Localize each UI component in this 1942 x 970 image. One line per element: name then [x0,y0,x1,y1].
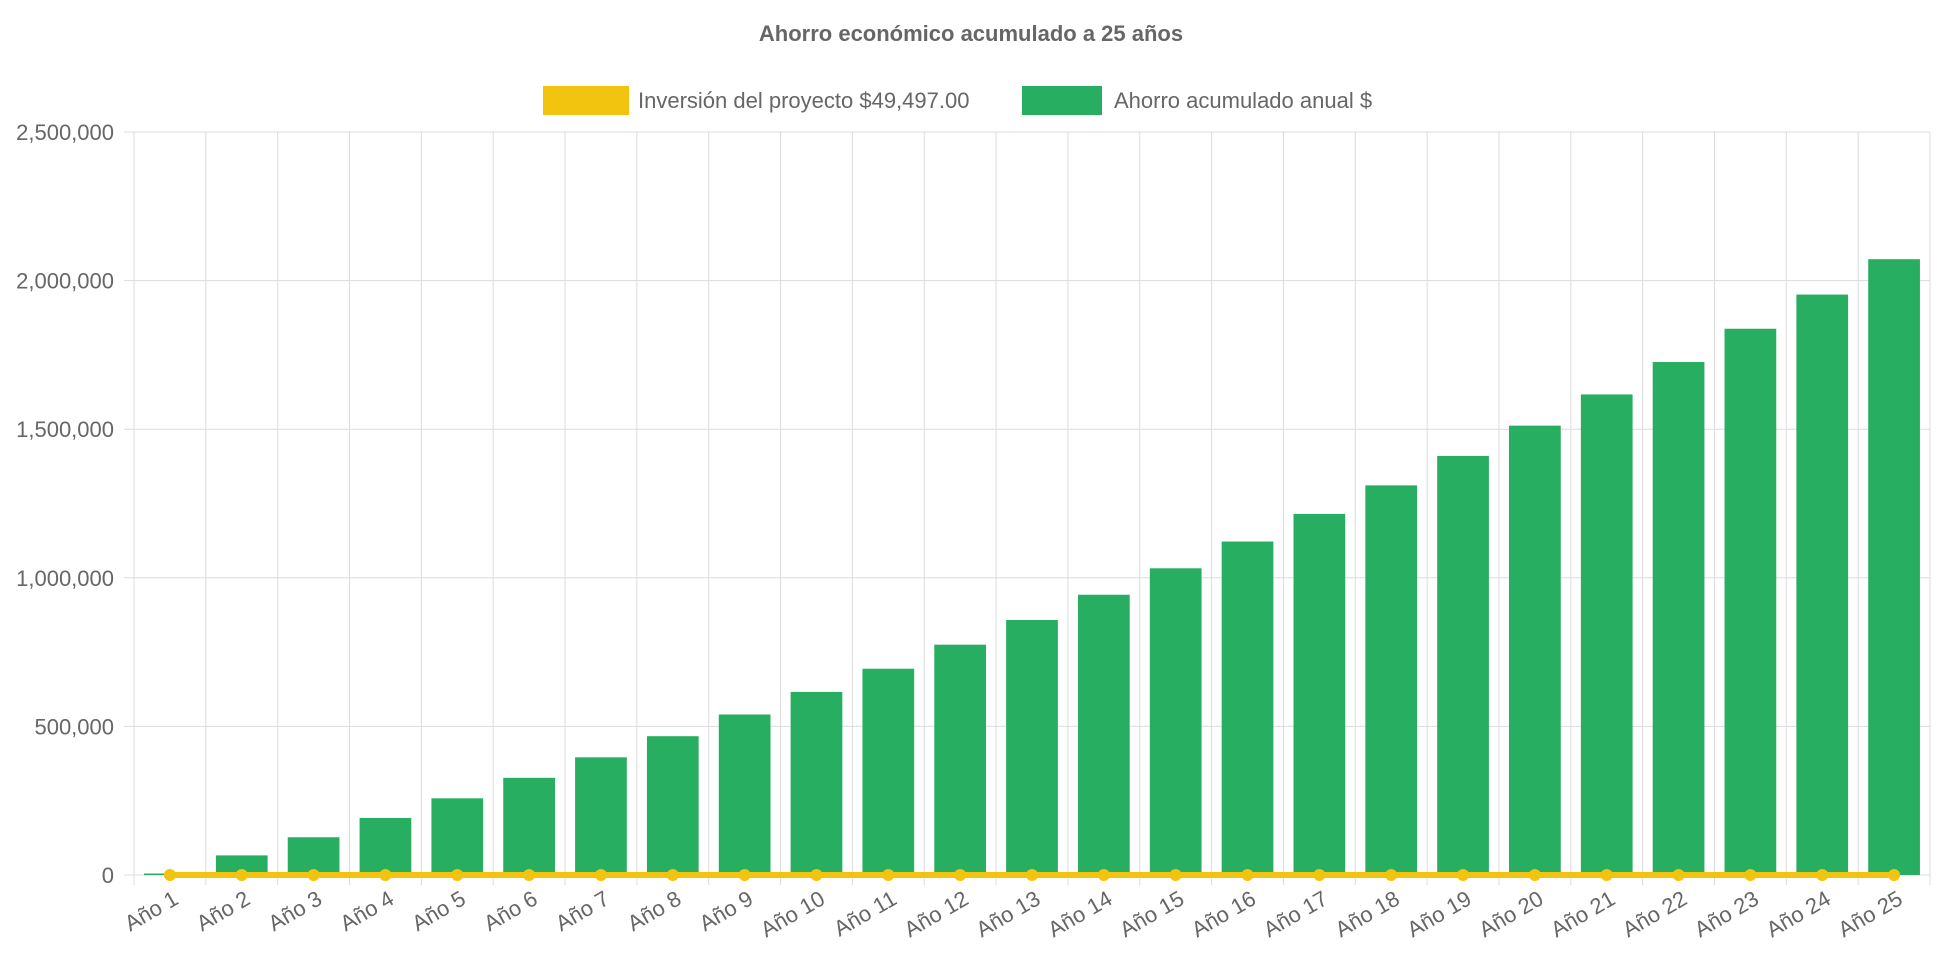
x-tick-label: Año 3 [264,886,326,936]
x-tick-label: Año 5 [407,886,469,936]
point-inversion[interactable] [379,869,392,881]
point-inversion[interactable] [954,869,967,881]
bar-ahorro[interactable] [1221,541,1274,875]
x-tick-label: Año 15 [1115,886,1188,943]
x-tick-label: Año 16 [1187,886,1260,943]
bar-series [144,259,1920,876]
x-tick-label: Año 4 [336,886,398,936]
x-axis: Año 1 Año 2 Año 3 Año 4 Año 5 Año 6 Año 7 Año 8… [120,886,1906,943]
x-tick-label: Año 23 [1690,886,1763,943]
bar-ahorro[interactable] [359,817,412,875]
x-tick-label: Año 6 [479,886,541,936]
point-inversion[interactable] [1744,869,1757,881]
bar-ahorro[interactable] [1652,362,1705,875]
bar-ahorro[interactable] [575,757,627,875]
y-tick-label: 1,500,000 [16,417,114,442]
bar-ahorro[interactable] [431,798,484,875]
point-inversion[interactable] [810,869,823,881]
x-tick-label: Año 13 [972,886,1045,943]
legend-swatch-investment [543,86,629,115]
point-inversion[interactable] [307,869,320,881]
point-inversion[interactable] [1457,869,1470,881]
point-inversion[interactable] [1528,869,1541,881]
x-tick-label: Año 22 [1618,886,1691,943]
x-tick-label: Año 9 [695,886,757,936]
bar-ahorro[interactable] [646,736,699,875]
bar-ahorro[interactable] [1149,568,1202,875]
bar-ahorro[interactable] [287,837,340,875]
line-series [163,869,1901,881]
legend-label-investment: Inversión del proyecto $49,497.00 [638,88,969,113]
x-tick-label: Año 24 [1762,886,1835,943]
legend-item-savings[interactable]: Ahorro acumulado anual $ [1022,86,1372,115]
point-inversion[interactable] [1241,869,1254,881]
bar-ahorro[interactable] [503,777,555,875]
point-inversion[interactable] [235,869,248,881]
bar-ahorro[interactable] [1868,259,1920,875]
bar-ahorro[interactable] [215,855,268,875]
point-inversion[interactable] [1097,869,1110,881]
x-tick-label: Año 17 [1259,886,1332,943]
point-inversion[interactable] [1600,869,1613,881]
bar-ahorro[interactable] [1724,328,1777,875]
x-tick-label: Año 11 [829,886,900,942]
point-inversion[interactable] [882,869,895,881]
bar-ahorro[interactable] [1293,513,1346,875]
legend-swatch-savings [1022,86,1102,115]
point-inversion[interactable] [666,869,679,881]
bar-ahorro[interactable] [1077,594,1130,875]
y-axis: 0 500,000 1,000,000 1,500,000 2,000,000 2,500… [16,120,114,888]
bar-ahorro[interactable] [862,668,915,875]
grid [124,131,1931,885]
bar-ahorro[interactable] [790,691,843,875]
point-inversion[interactable] [1313,869,1326,881]
legend: Inversión del proyecto $49,497.00 Ahorro… [543,86,1372,115]
x-tick-label: Año 21 [1546,886,1619,943]
point-inversion[interactable] [1169,869,1182,881]
x-tick-label: Año 7 [551,886,613,936]
bar-ahorro[interactable] [718,714,771,875]
bar-ahorro[interactable] [934,644,987,875]
x-tick-label: Año 18 [1331,886,1404,943]
x-tick-label: Año 1 [120,886,182,936]
point-inversion[interactable] [1385,869,1398,881]
y-tick-label: 2,000,000 [16,269,114,294]
point-inversion[interactable] [594,869,607,881]
x-tick-label: Año 10 [756,886,829,943]
chart-title: Ahorro económico acumulado a 25 años [759,21,1183,46]
bar-ahorro[interactable] [1796,294,1849,876]
legend-label-savings: Ahorro acumulado anual $ [1114,88,1372,113]
point-inversion[interactable] [451,869,464,881]
bar-ahorro[interactable] [1365,485,1418,875]
point-inversion[interactable] [1672,869,1685,881]
bar-ahorro[interactable] [1437,455,1489,875]
y-tick-label: 2,500,000 [16,120,114,145]
x-tick-label: Año 12 [900,886,973,943]
bar-ahorro[interactable] [1580,394,1633,875]
y-tick-label: 1,000,000 [16,566,114,591]
x-tick-label: Año 25 [1834,886,1907,943]
bar-ahorro[interactable] [1006,620,1058,875]
bar-ahorro[interactable] [1509,425,1561,875]
point-inversion[interactable] [1816,869,1829,881]
x-tick-label: Año 2 [192,886,254,936]
y-tick-label: 500,000 [34,714,114,739]
x-tick-label: Año 14 [1043,886,1116,943]
x-tick-label: Año 19 [1403,886,1476,943]
point-inversion[interactable] [1026,869,1038,881]
point-inversion[interactable] [1888,869,1901,881]
x-tick-label: Año 8 [623,886,685,936]
point-inversion[interactable] [523,869,536,881]
point-inversion[interactable] [163,869,176,881]
x-tick-label: Año 20 [1474,886,1547,943]
y-tick-label: 0 [102,863,114,888]
point-inversion[interactable] [738,869,751,881]
legend-item-investment[interactable]: Inversión del proyecto $49,497.00 [543,86,969,115]
